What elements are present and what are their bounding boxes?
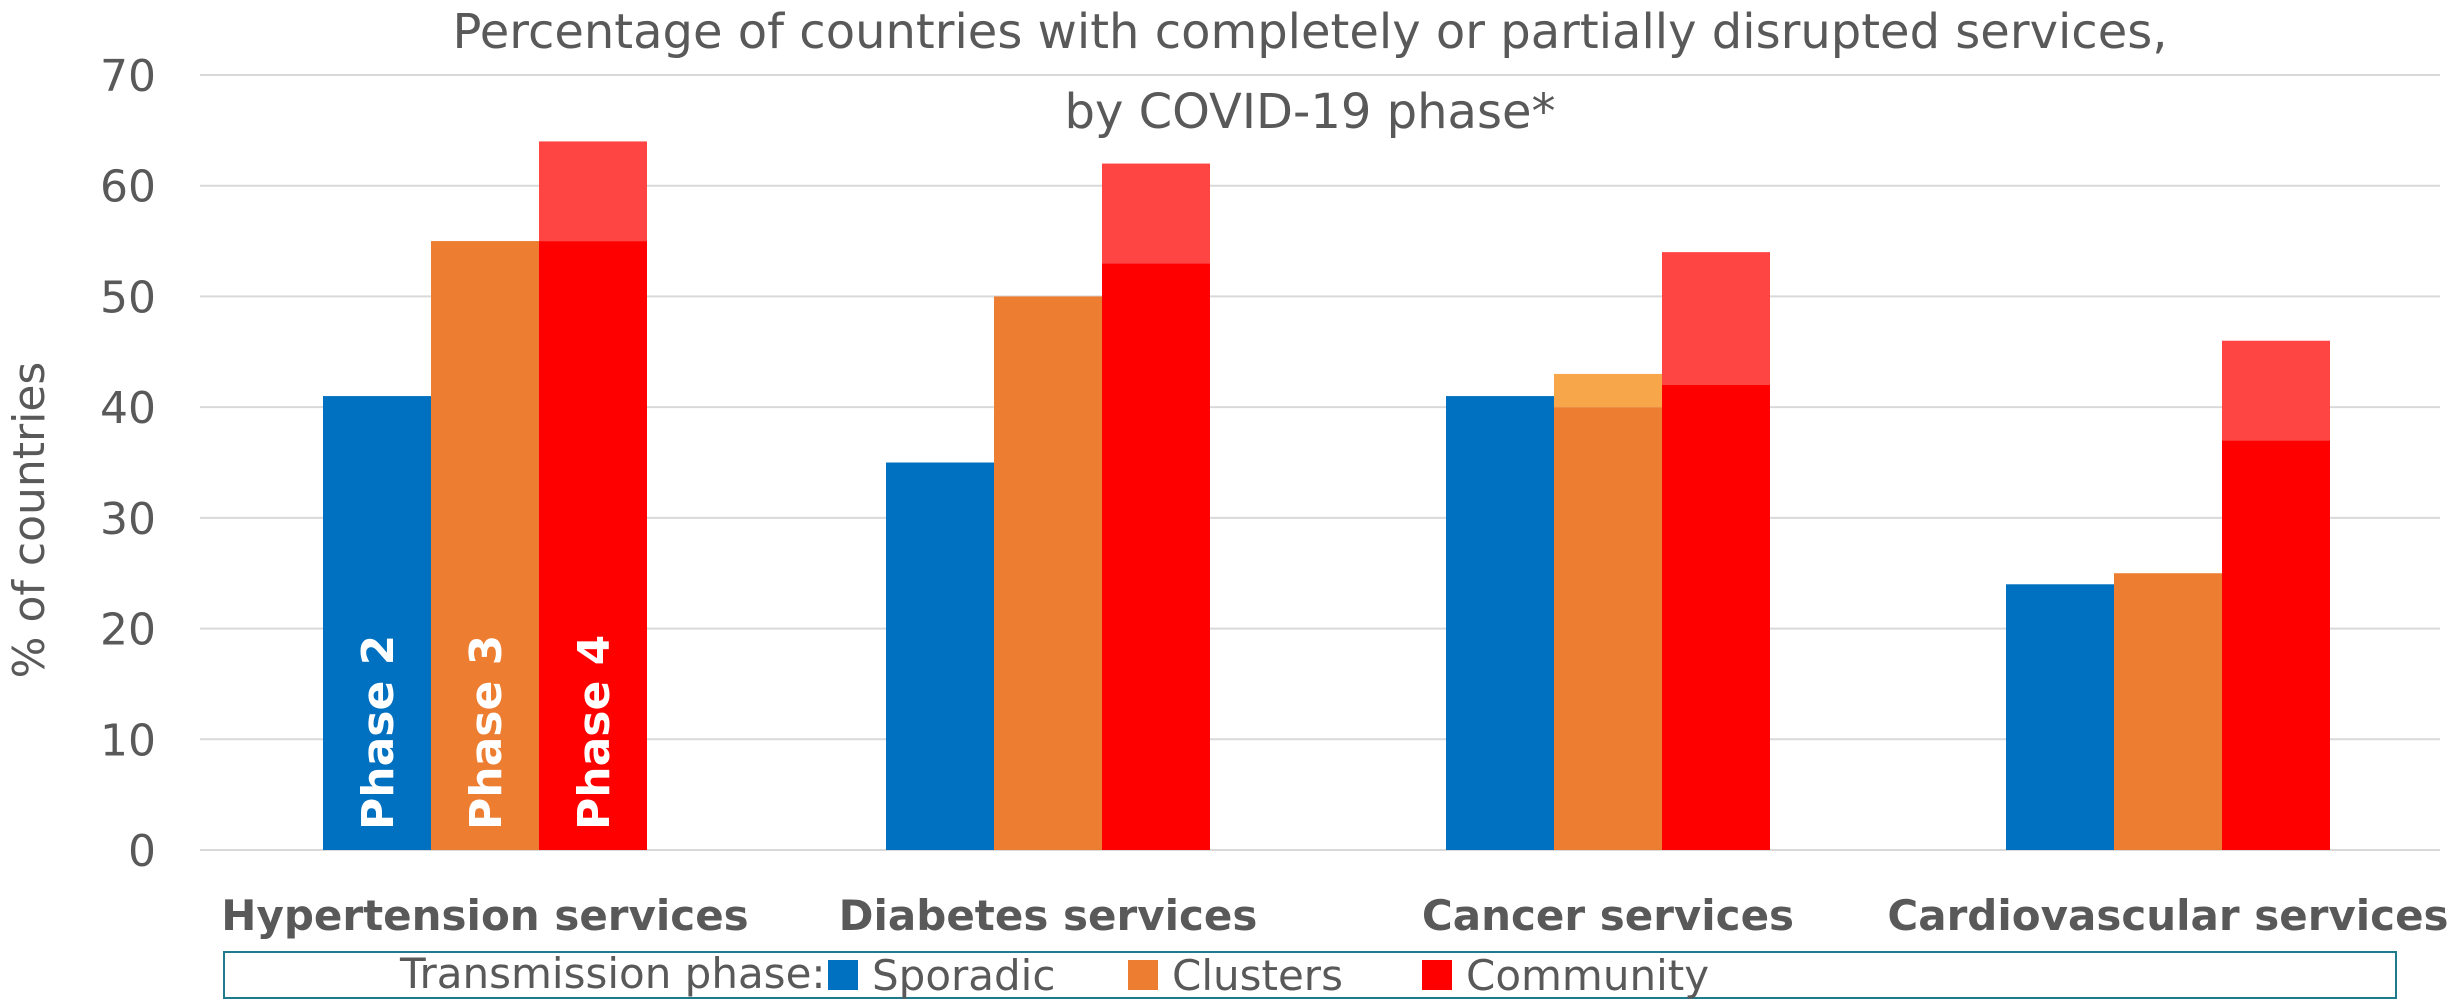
legend-entry: Community	[1466, 951, 1709, 1000]
x-category-label: Hypertension services	[221, 891, 748, 940]
bar-extension-community-2	[1662, 252, 1770, 385]
y-tick-label: 20	[100, 605, 156, 656]
legend-entry: Sporadic	[872, 951, 1055, 1000]
bar-extension-community-3	[2222, 340, 2330, 441]
bar-clusters-2	[1554, 407, 1662, 850]
x-category-label: Diabetes services	[839, 891, 1258, 940]
phase-labels: Phase 2 Phase 3 Phase 4	[353, 635, 620, 830]
bar-sporadic-1	[886, 462, 994, 850]
legend-entry: Clusters	[1172, 951, 1343, 1000]
y-tick-label: 10	[100, 715, 156, 766]
y-tick-label: 50	[100, 272, 156, 323]
bar-sporadic-2	[1446, 396, 1554, 850]
x-category-label: Cardiovascular services	[1887, 891, 2448, 940]
legend-box	[223, 951, 2397, 999]
y-tick-label: 0	[128, 826, 156, 877]
bar-extension-community-1	[1102, 163, 1210, 264]
chart-title-line-1: Percentage of countries with completely …	[453, 4, 2168, 60]
x-category-labels: Hypertension services Diabetes services Ca…	[221, 891, 2448, 940]
phase-label: Phase 4	[569, 635, 620, 830]
chart-title-line-2: by COVID-19 phase*	[1064, 84, 1555, 140]
y-tick-label: 60	[100, 162, 156, 213]
phase-label: Phase 2	[353, 635, 404, 830]
legend-swatch	[828, 960, 858, 990]
legend-title: Transmission phase:	[399, 949, 826, 998]
bar-community-3	[2222, 440, 2330, 850]
x-category-label: Cancer services	[1422, 891, 1794, 940]
y-axis-label: % of countries	[4, 362, 55, 679]
bar-community-0	[539, 241, 647, 851]
y-tick-label: 40	[100, 383, 156, 434]
legend-swatch	[1128, 960, 1158, 990]
bar-community-1	[1102, 263, 1210, 850]
bar-clusters-1	[994, 296, 1102, 850]
legend-items: Sporadic Clusters Community	[828, 951, 1709, 1000]
bar-clusters-3	[2114, 573, 2222, 850]
bar-extension-clusters-2	[1554, 373, 1662, 408]
y-tick-labels: 0 10 20 30 40 50 60 70	[100, 51, 156, 877]
y-tick-label: 30	[100, 494, 156, 545]
legend: Transmission phase: Sporadic Clusters Comm…	[223, 949, 2397, 1000]
bar-clusters-0	[431, 241, 539, 851]
legend-swatch	[1422, 960, 1452, 990]
bar-sporadic-0	[323, 396, 431, 850]
bars	[323, 141, 2330, 851]
y-tick-label: 70	[100, 51, 156, 102]
bar-sporadic-3	[2006, 584, 2114, 850]
bar-community-2	[1662, 385, 1770, 850]
phase-label: Phase 3	[461, 635, 512, 830]
bar-extension-community-0	[539, 141, 647, 242]
